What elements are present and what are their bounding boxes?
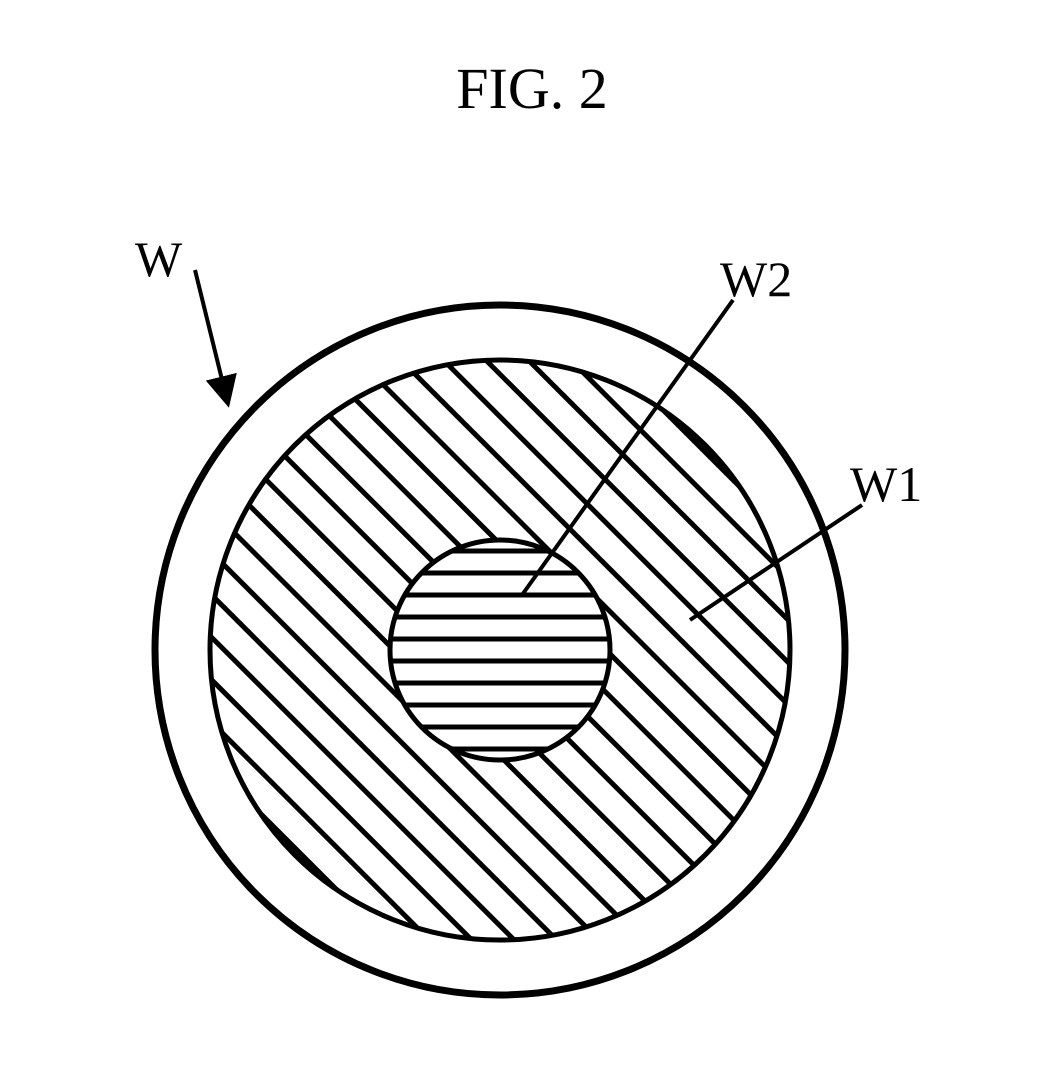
- label-w2: W2: [720, 250, 792, 308]
- label-w1: W1: [850, 455, 922, 513]
- diagram-svg: [0, 0, 1064, 1069]
- leader-w: [195, 270, 227, 400]
- figure-canvas: FIG. 2 W W2: [0, 0, 1064, 1069]
- label-w: W: [135, 230, 182, 288]
- region-w1: [0, 14, 1064, 1069]
